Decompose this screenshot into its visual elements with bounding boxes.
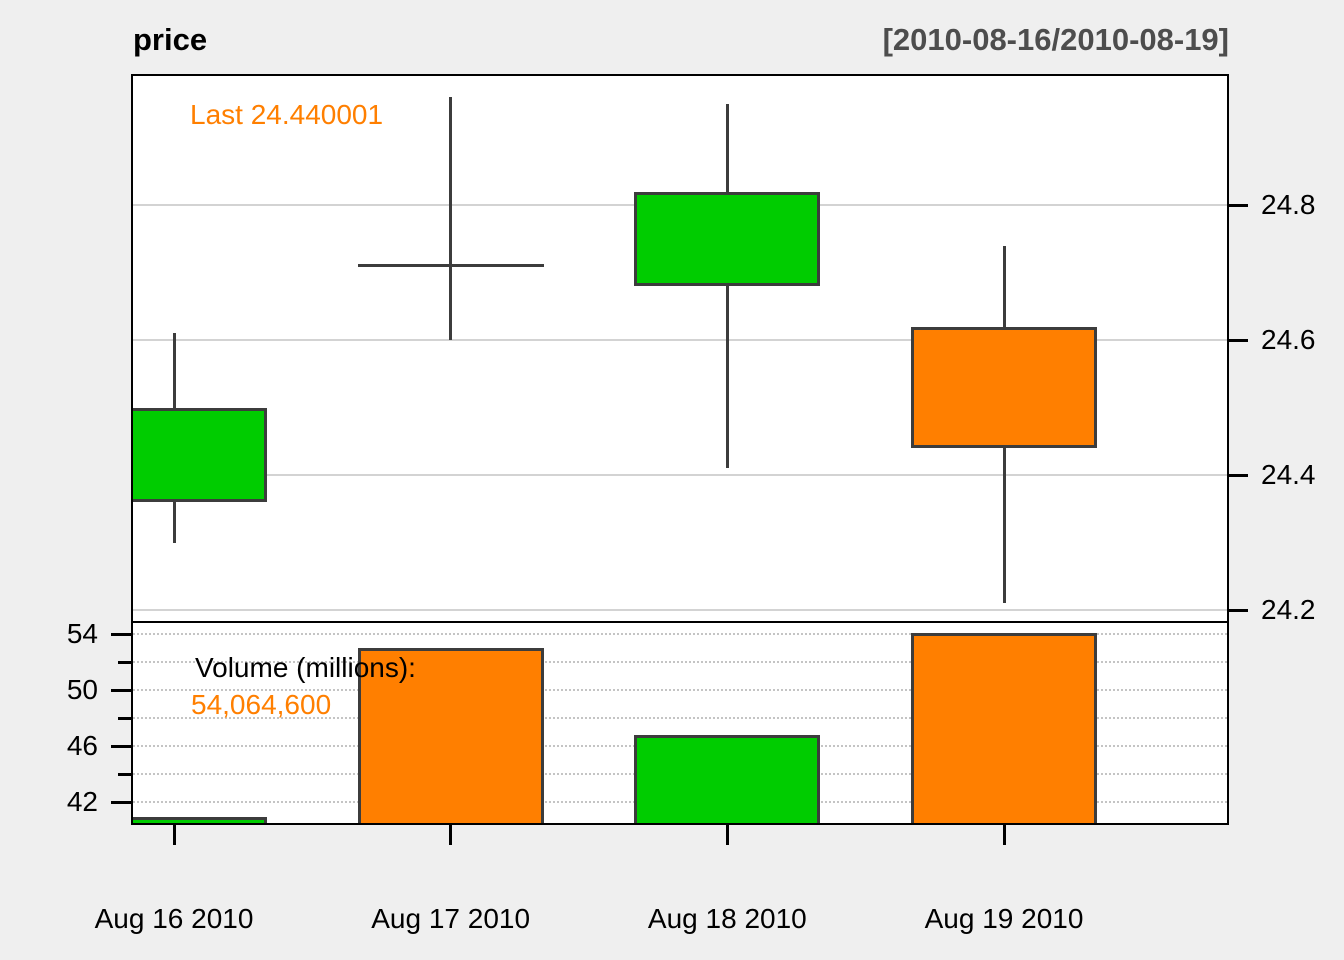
candle-body xyxy=(911,326,1097,448)
volume-tick-label: 50 xyxy=(66,674,98,705)
volume-annotation-title: Volume (millions): xyxy=(195,652,416,683)
volume-tick xyxy=(118,660,131,664)
x-tick xyxy=(449,825,453,845)
volume-bar xyxy=(911,633,1097,823)
chart-date-range: [2010-08-16/2010-08-19] xyxy=(882,22,1229,57)
price-plot-area xyxy=(133,76,1227,623)
price-tick xyxy=(1227,338,1248,342)
volume-plot-area xyxy=(133,623,1227,823)
x-tick xyxy=(725,825,729,845)
doji-open-close-line xyxy=(357,264,544,268)
volume-gridline xyxy=(133,633,1227,635)
candle-body xyxy=(634,191,821,286)
x-tick xyxy=(172,825,176,845)
x-tick xyxy=(1002,825,1006,845)
volume-gridline xyxy=(133,717,1227,719)
volume-tick-label: 54 xyxy=(66,618,98,649)
price-tick-label: 24.4 xyxy=(1261,459,1316,490)
price-tick xyxy=(1227,608,1248,612)
price-gridline xyxy=(133,339,1227,341)
last-price-label: Last 24.440001 xyxy=(190,99,384,130)
candle-wick xyxy=(725,103,729,469)
volume-tick xyxy=(118,716,131,720)
price-gridline xyxy=(133,474,1227,476)
volume-tick xyxy=(118,772,131,776)
price-gridline xyxy=(133,609,1227,611)
volume-tick xyxy=(111,744,131,748)
volume-tick-label: 46 xyxy=(66,730,98,761)
x-tick-label: Aug 19 2010 xyxy=(924,903,1084,934)
price-tick-label: 24.8 xyxy=(1261,189,1316,220)
volume-bar xyxy=(634,734,821,823)
volume-gridline xyxy=(133,661,1227,663)
volume-gridline xyxy=(133,689,1227,691)
price-tick xyxy=(1227,203,1248,207)
price-tick xyxy=(1227,473,1248,477)
x-tick-label: Aug 18 2010 xyxy=(647,903,807,934)
price-panel xyxy=(131,74,1229,625)
chart-title: price xyxy=(133,22,208,57)
price-tick-label: 24.6 xyxy=(1261,324,1316,355)
candle-body xyxy=(133,407,267,502)
volume-annotation-value: 54,064,600 xyxy=(191,689,332,720)
x-tick-label: Aug 17 2010 xyxy=(371,903,531,934)
volume-panel: Volume (millions): 54,064,600 xyxy=(131,621,1229,825)
volume-tick-label: 42 xyxy=(66,786,98,817)
volume-bar xyxy=(133,817,267,823)
price-tick-label: 24.2 xyxy=(1261,594,1316,625)
volume-tick xyxy=(111,688,131,692)
volume-tick xyxy=(111,632,131,636)
x-tick-label: Aug 16 2010 xyxy=(94,903,254,934)
volume-tick xyxy=(111,800,131,804)
candle-wick xyxy=(449,97,453,340)
volume-bar xyxy=(357,648,544,823)
